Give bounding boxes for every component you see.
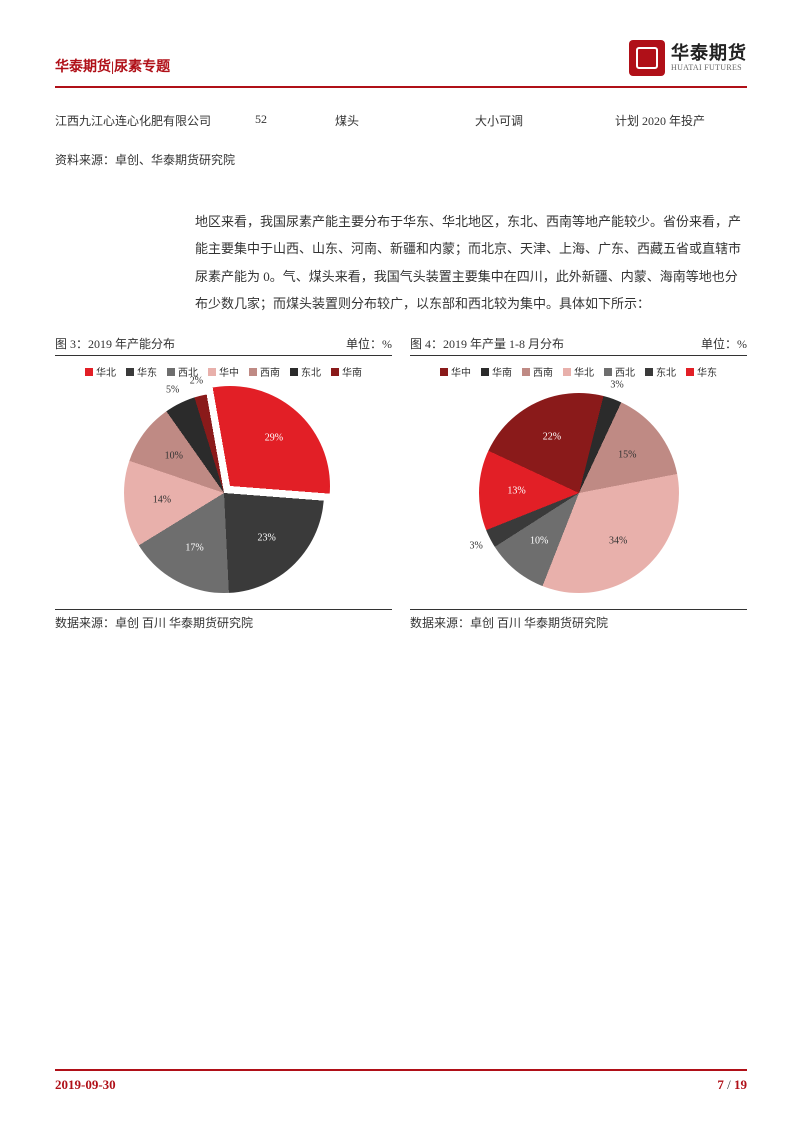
legend-label: 西南 <box>260 364 280 379</box>
page-sep: / <box>724 1077 734 1092</box>
pie-value-label: 5% <box>166 385 179 396</box>
pie-value-label: 14% <box>153 495 171 506</box>
legend-item: 华北 <box>85 364 116 379</box>
chart4-legend: 华中 华南 西南 华北 西北 东北 华东 <box>410 364 747 379</box>
legend-swatch <box>126 368 134 376</box>
brand-logo: 华泰期货 HUATAI FUTURES <box>629 40 747 76</box>
legend-label: 华北 <box>96 364 116 379</box>
charts-row: 图 3：2019 年产能分布 单位：% 华北 华东 西北 华中 西南 东北 华南 29% 23… <box>55 335 747 631</box>
pie-value-label: 15% <box>618 450 636 461</box>
logo-text: 华泰期货 HUATAI FUTURES <box>671 44 747 73</box>
logo-en: HUATAI FUTURES <box>671 64 747 73</box>
legend-item: 华东 <box>126 364 157 379</box>
footer-row: 2019-09-30 7 / 19 <box>55 1077 747 1093</box>
chart3-header: 图 3：2019 年产能分布 单位：% <box>55 335 392 356</box>
footer-page: 7 / 19 <box>717 1077 747 1093</box>
legend-swatch <box>604 368 612 376</box>
legend-swatch <box>208 368 216 376</box>
pie-value-label: 34% <box>609 535 627 546</box>
cell-company: 江西九江心连心化肥有限公司 <box>55 112 255 129</box>
legend-label: 西南 <box>533 364 553 379</box>
pie-value-label: 22% <box>543 432 561 443</box>
legend-label: 东北 <box>656 364 676 379</box>
source-top: 资料来源：卓创、华泰期货研究院 <box>55 151 747 168</box>
pie-value-label: 3% <box>610 379 623 390</box>
legend-swatch <box>563 368 571 376</box>
legend-label: 华中 <box>451 364 471 379</box>
chart4-pie-wrap: 22%3%15%34%10%3%13% <box>410 383 747 603</box>
legend-swatch <box>522 368 530 376</box>
header-divider <box>55 86 747 88</box>
chart3-legend: 华北华东西北华中西南东北华南 <box>55 364 392 379</box>
pie-value-label: 10% <box>530 536 548 547</box>
legend-item: 西北 <box>604 364 635 379</box>
pie-value-label: 10% <box>165 451 183 462</box>
chart3-source: 数据来源：卓创 百川 华泰期货研究院 <box>55 609 392 631</box>
pie-value-label: 2% <box>190 376 203 387</box>
data-table-row: 江西九江心连心化肥有限公司 52 煤头 大小可调 计划 2020 年投产 <box>55 112 747 129</box>
legend-label: 华北 <box>574 364 594 379</box>
legend-item: 东北 <box>645 364 676 379</box>
chart4-title: 图 4：2019 年产量 1-8 月分布 <box>410 335 564 352</box>
cell-type: 煤头 <box>335 112 475 129</box>
logo-icon <box>629 40 665 76</box>
body-paragraph: 地区来看，我国尿素产能主要分布于华东、华北地区，东北、西南等地产能较少。省份来看… <box>195 208 747 317</box>
chart3-unit: 单位：% <box>346 335 392 352</box>
page-header: 华泰期货|尿素专题 华泰期货 HUATAI FUTURES <box>55 40 747 82</box>
chart4-source: 数据来源：卓创 百川 华泰期货研究院 <box>410 609 747 631</box>
legend-label: 华东 <box>137 364 157 379</box>
cell-capacity: 52 <box>255 112 335 129</box>
pie-exploded-slice <box>130 386 330 586</box>
legend-label: 华中 <box>219 364 239 379</box>
legend-swatch <box>167 368 175 376</box>
chart3-col: 图 3：2019 年产能分布 单位：% 华北华东西北华中西南东北华南 29%23… <box>55 335 392 631</box>
legend-swatch <box>481 368 489 376</box>
legend-swatch <box>331 368 339 376</box>
pie-value-label: 13% <box>507 486 525 497</box>
legend-item: 华北 <box>563 364 594 379</box>
legend-swatch <box>249 368 257 376</box>
header-title: 华泰期货|尿素专题 <box>55 56 170 76</box>
legend-swatch <box>85 368 93 376</box>
legend-swatch <box>686 368 694 376</box>
legend-label: 华南 <box>492 364 512 379</box>
pie-value-label: 3% <box>470 540 483 551</box>
chart3-title: 图 3：2019 年产能分布 <box>55 335 175 352</box>
page-footer: 2019-09-30 7 / 19 <box>55 1069 747 1093</box>
legend-swatch <box>440 368 448 376</box>
chart4-header: 图 4：2019 年产量 1-8 月分布 单位：% <box>410 335 747 356</box>
chart4-col: 图 4：2019 年产量 1-8 月分布 单位：% 华中 华南 西南 华北 西北 东北 华东… <box>410 335 747 631</box>
chart4-unit: 单位：% <box>701 335 747 352</box>
cell-plan: 计划 2020 年投产 <box>615 112 747 129</box>
legend-item: 东北 <box>290 364 321 379</box>
chart3-pie: 29%23%17%14%10%5%2% <box>114 383 334 603</box>
pie-value-label: 29% <box>265 432 283 443</box>
legend-swatch <box>645 368 653 376</box>
legend-item: 西南 <box>249 364 280 379</box>
legend-label: 华南 <box>342 364 362 379</box>
legend-swatch <box>290 368 298 376</box>
cell-scale: 大小可调 <box>475 112 615 129</box>
legend-item: 西南 <box>522 364 553 379</box>
legend-item: 华东 <box>686 364 717 379</box>
pie-value-label: 17% <box>185 543 203 554</box>
footer-divider <box>55 1069 747 1071</box>
footer-date: 2019-09-30 <box>55 1077 116 1093</box>
chart3-pie-wrap: 29%23%17%14%10%5%2% <box>55 383 392 603</box>
legend-item: 华中 <box>440 364 471 379</box>
legend-item: 华南 <box>481 364 512 379</box>
legend-label: 东北 <box>301 364 321 379</box>
legend-item: 华南 <box>331 364 362 379</box>
page-total: 19 <box>734 1077 747 1092</box>
legend-label: 华东 <box>697 364 717 379</box>
legend-item: 华中 <box>208 364 239 379</box>
logo-cn: 华泰期货 <box>671 44 747 64</box>
chart4-pie: 22%3%15%34%10%3%13% <box>469 383 689 603</box>
pie-value-label: 23% <box>258 532 276 543</box>
legend-label: 西北 <box>615 364 635 379</box>
